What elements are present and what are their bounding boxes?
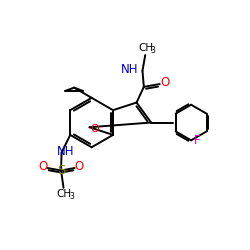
Text: O: O — [160, 76, 170, 89]
Text: F: F — [194, 134, 200, 147]
Text: CH: CH — [138, 43, 153, 53]
Text: NH: NH — [57, 145, 75, 158]
Text: O: O — [74, 160, 84, 173]
Text: O: O — [90, 124, 99, 134]
Text: S: S — [57, 164, 65, 177]
Text: O: O — [38, 160, 48, 173]
Text: NH: NH — [121, 63, 139, 76]
Text: CH: CH — [56, 189, 72, 199]
Text: 3: 3 — [151, 46, 156, 55]
Text: 3: 3 — [69, 192, 74, 201]
